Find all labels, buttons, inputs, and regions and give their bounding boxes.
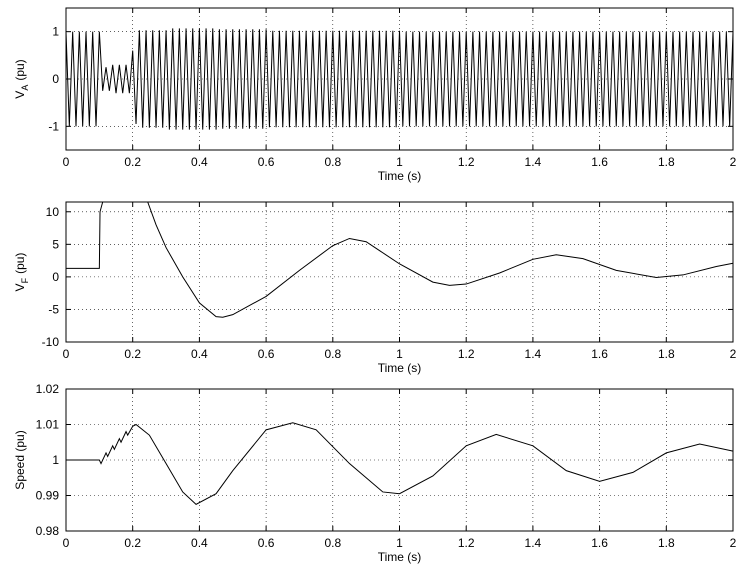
x-tick-label: 0.8 [324, 155, 341, 169]
x-tick-label: 2 [730, 347, 737, 361]
x-tick-label: 0.6 [258, 536, 275, 550]
x-tick-label: 0.6 [258, 155, 275, 169]
plot-area [66, 389, 733, 531]
x-tick-label: 0.8 [324, 347, 341, 361]
y-label-subscript: F [20, 277, 30, 283]
x-tick-label: 1.2 [458, 155, 475, 169]
y-label-subscript: A [20, 85, 30, 91]
y-tick-label: 5 [52, 237, 59, 251]
data-line [66, 422, 734, 505]
x-tick-label: 1 [396, 155, 403, 169]
plot-frame [65, 7, 734, 151]
y-tick-label: 10 [46, 205, 60, 219]
subplot: 0 0.2 0.4 0.6 0.8 1 1.2 1.4 1.6 1.8 2 0.98 0.99 1 1.01… [13, 382, 737, 564]
y-tick-label: 0.99 [36, 489, 60, 503]
subplot: 0 0.2 0.4 0.6 0.8 1 1.2 1.4 1.6 1.8 2 -10 -5 0 5 10 Time… [13, 201, 737, 375]
x-tick-label: 0.4 [191, 155, 208, 169]
y-tick-label: -5 [48, 302, 59, 316]
y-label-symbol: V [13, 91, 27, 99]
x-tick-label: 1.8 [658, 155, 675, 169]
y-tick-label: 1 [52, 25, 59, 39]
x-axis-label: Time (s) [378, 550, 422, 564]
y-tick-label: 1 [52, 453, 59, 467]
plot-frame [65, 388, 734, 532]
y-label-symbol: V [13, 283, 27, 291]
x-tick-label: 1.4 [525, 536, 542, 550]
y-tick-label: -10 [42, 335, 60, 349]
y-axis-label: Speed (pu) [13, 430, 27, 489]
x-tick-label: 0 [63, 536, 70, 550]
y-tick-label: 0.98 [36, 524, 60, 538]
x-tick-label: 1 [396, 536, 403, 550]
y-axis-label: VF (pu) [13, 253, 30, 292]
x-tick-label: 0.6 [258, 347, 275, 361]
x-tick-label: 2 [730, 155, 737, 169]
x-tick-label: 1.2 [458, 347, 475, 361]
x-tick-label: 0.2 [124, 536, 141, 550]
x-tick-label: 0.2 [124, 155, 141, 169]
x-tick-label: 0.8 [324, 536, 341, 550]
x-tick-label: 1.2 [458, 536, 475, 550]
y-tick-label: 0 [52, 72, 59, 86]
x-tick-label: 0 [63, 155, 70, 169]
x-tick-label: 1.8 [658, 536, 675, 550]
x-tick-label: 1.8 [658, 347, 675, 361]
x-tick-label: 0.4 [191, 347, 208, 361]
x-tick-label: 0.2 [124, 347, 141, 361]
y-label-unit: (pu) [13, 253, 27, 274]
x-tick-label: 1 [396, 347, 403, 361]
data-line [65, 28, 734, 130]
x-tick-label: 2 [730, 536, 737, 550]
y-tick-label: 0 [52, 270, 59, 284]
y-tick-label: 1.01 [36, 418, 60, 432]
x-tick-label: 0.4 [191, 536, 208, 550]
x-tick-label: 1.4 [525, 155, 542, 169]
x-tick-label: 1.6 [591, 536, 608, 550]
x-tick-label: 1.6 [591, 155, 608, 169]
x-axis-label: Time (s) [378, 169, 422, 183]
y-label-unit: (pu) [13, 59, 27, 80]
data-line [66, 201, 734, 318]
y-tick-label: -1 [48, 119, 59, 133]
x-tick-label: 0 [63, 347, 70, 361]
y-axis-label: VA (pu) [13, 59, 30, 98]
y-tick-label: 1.02 [36, 382, 60, 396]
plot-frame [65, 201, 734, 343]
x-axis-label: Time (s) [378, 361, 422, 375]
x-tick-label: 1.6 [591, 347, 608, 361]
x-tick-label: 1.4 [525, 347, 542, 361]
